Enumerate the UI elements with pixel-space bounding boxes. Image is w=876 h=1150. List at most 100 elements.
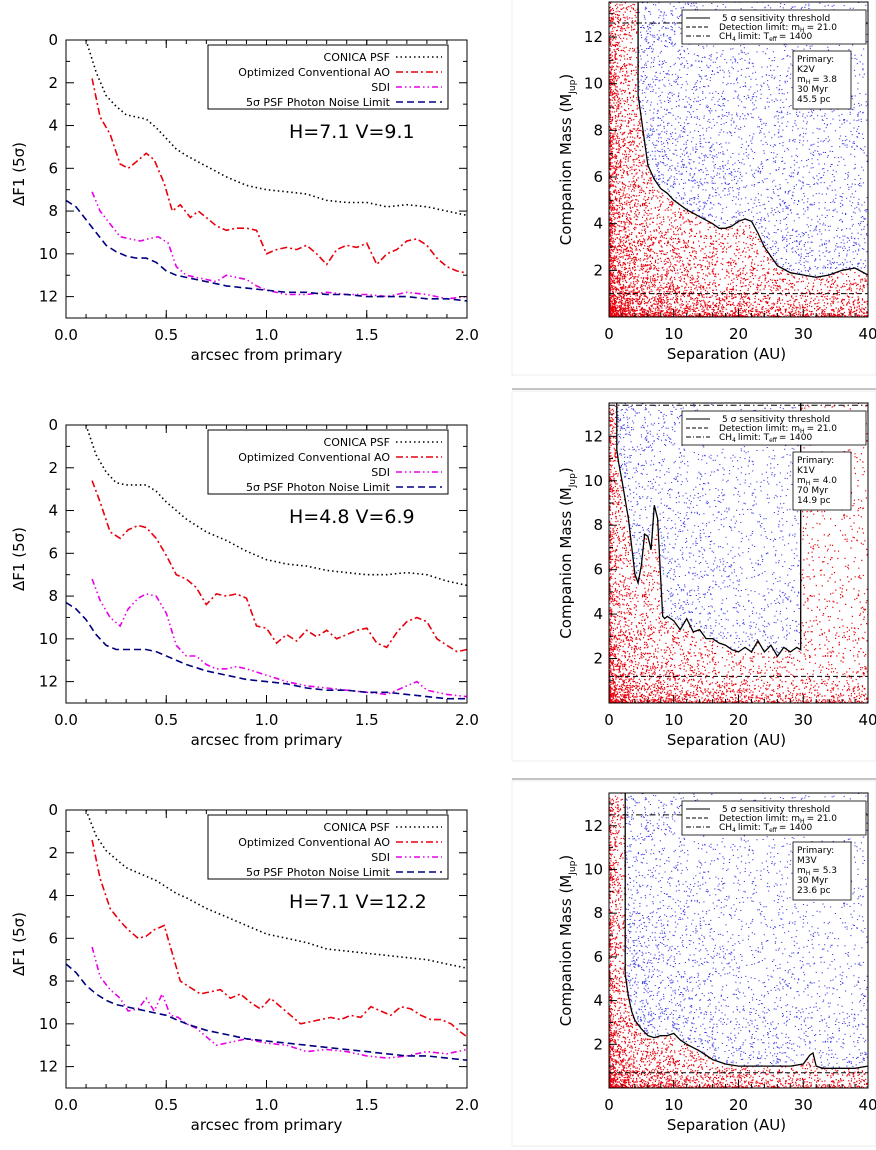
legend-label-part: limit: T bbox=[738, 823, 770, 833]
plot-frame bbox=[608, 792, 869, 1089]
legend-label: Optimized Conventional AO bbox=[238, 66, 390, 79]
legend-label: SDI bbox=[371, 466, 390, 479]
y-tick-label: 10 bbox=[39, 630, 58, 648]
x-tick-label: 10 bbox=[664, 325, 683, 343]
y-axis-title: ΔF1 (5σ) bbox=[10, 527, 28, 591]
y-tick-label: 6 bbox=[593, 948, 603, 966]
scatter-cloud bbox=[609, 403, 868, 703]
x-axis-title: arcsec from primary bbox=[191, 346, 343, 364]
x-tick-label: 1.5 bbox=[355, 326, 379, 344]
y-axis-title-sub: Jup bbox=[568, 860, 578, 875]
y-tick-label: 6 bbox=[48, 544, 58, 562]
legend-label-part: = 21.0 bbox=[807, 424, 838, 434]
primary-info-box bbox=[792, 451, 852, 511]
legend-label-part: Detection limit: m bbox=[719, 23, 800, 33]
primary-mag-m: m bbox=[797, 866, 806, 876]
legend-label: CH4 limit: Teff = 1400 bbox=[719, 32, 813, 43]
y-axis-title: Companion Mass (MJup) bbox=[557, 855, 578, 1026]
series-line-1 bbox=[85, 39, 468, 217]
x-axis-title: Separation (AU) bbox=[667, 1116, 786, 1134]
x-tick-label: 1.5 bbox=[355, 1096, 379, 1114]
legend-label-part: limit: T bbox=[738, 32, 770, 42]
x-tick-label: 1.0 bbox=[255, 711, 279, 729]
y-axis-title: ΔF1 (5σ) bbox=[10, 142, 28, 206]
x-tick-label: 30 bbox=[794, 325, 813, 343]
mass-panel-3: 0 10 20 30 40 2 4 6 8 10 12 Separation (AU) Companio… bbox=[511, 778, 876, 1147]
y-axis-title: Companion Mass (MJup) bbox=[557, 467, 578, 638]
y-tick-label: 10 bbox=[584, 860, 603, 878]
x-tick-label: 40 bbox=[858, 1096, 876, 1114]
y-tick-label: 4 bbox=[48, 117, 58, 135]
primary-mag-m: m bbox=[797, 476, 806, 486]
primary-magnitude: mH = 3.8 bbox=[797, 75, 837, 86]
legend-label: SDI bbox=[371, 81, 390, 94]
primary-distance: 14.9 pc bbox=[797, 496, 831, 506]
y-tick-label: 10 bbox=[584, 472, 603, 490]
legend-label: CONICA PSF bbox=[324, 51, 390, 64]
x-tick-label: 0 bbox=[604, 711, 614, 729]
primary-mag-sub: H bbox=[806, 870, 811, 877]
y-tick-label: 6 bbox=[48, 929, 58, 947]
x-axis-title: Separation (AU) bbox=[667, 731, 786, 749]
y-axis-title-end: ) bbox=[557, 467, 575, 473]
primary-spectral-type: M3V bbox=[797, 856, 817, 866]
x-tick-label: 10 bbox=[664, 711, 683, 729]
y-tick-label: 8 bbox=[593, 904, 603, 922]
legend-box bbox=[207, 44, 449, 110]
y-tick-label: 0 bbox=[48, 31, 58, 49]
primary-distance: 23.6 pc bbox=[797, 886, 831, 896]
primary-mag-sub: H bbox=[806, 480, 811, 487]
x-tick-label: 0.5 bbox=[154, 326, 178, 344]
y-tick-label: 12 bbox=[39, 288, 58, 306]
y-tick-label: 4 bbox=[48, 887, 58, 905]
y-tick-label: 8 bbox=[48, 202, 58, 220]
legend-label-part: limit: T bbox=[738, 433, 770, 443]
legend-label: CH4 limit: Teff = 1400 bbox=[719, 823, 813, 834]
y-tick-label: 12 bbox=[584, 28, 603, 46]
series-line-3 bbox=[91, 578, 468, 698]
primary-age: 30 Myr bbox=[797, 85, 828, 95]
undetected-points bbox=[609, 2, 868, 317]
detected-points bbox=[638, 2, 868, 276]
legend-sub: 4 bbox=[732, 437, 736, 444]
undetected-points bbox=[609, 403, 868, 703]
legend-label: 5 σ sensitivity threshold bbox=[722, 415, 830, 425]
y-tick-label: 12 bbox=[584, 817, 603, 835]
x-tick-label: 10 bbox=[664, 1096, 683, 1114]
y-tick-label: 2 bbox=[48, 459, 58, 477]
scatter-cloud bbox=[609, 793, 868, 1088]
y-tick-label: 4 bbox=[593, 215, 603, 233]
series-line-4 bbox=[65, 601, 467, 700]
legend-label-part: = 1400 bbox=[779, 32, 813, 42]
y-axis-title-main: Companion Mass (M bbox=[557, 487, 575, 638]
legend-sub: 4 bbox=[732, 827, 736, 834]
series-line-1 bbox=[85, 424, 468, 587]
x-tick-label: 1.5 bbox=[355, 711, 379, 729]
primary-spectral-type: K2V bbox=[797, 65, 816, 75]
sensitivity-threshold-curve bbox=[624, 793, 868, 1069]
sensitivity-threshold-curve bbox=[637, 2, 868, 278]
primary-title: Primary: bbox=[797, 456, 834, 466]
y-axis-title: Companion Mass (MJup) bbox=[557, 74, 578, 245]
legend-label: SDI bbox=[371, 851, 390, 864]
primary-mag-value: = 3.8 bbox=[812, 75, 837, 85]
panel-border bbox=[511, 780, 876, 1147]
plot-frame bbox=[608, 1, 869, 318]
x-tick-label: 0.5 bbox=[154, 1096, 178, 1114]
legend-label-part: CH bbox=[719, 433, 732, 443]
primary-mag-m: m bbox=[797, 75, 806, 85]
contrast-panel-2: 0.0 0.5 1.0 1.5 2.0 0 2 4 6 8 10 12 arcsec from prim… bbox=[10, 416, 479, 749]
y-tick-label: 6 bbox=[48, 159, 58, 177]
primary-age: 70 Myr bbox=[797, 486, 828, 496]
y-axis-title-end: ) bbox=[557, 855, 575, 861]
legend-sub: eff bbox=[769, 36, 778, 43]
legend-label-part: = 21.0 bbox=[807, 814, 838, 824]
y-axis-title-sub: Jup bbox=[568, 79, 578, 94]
plot-frame bbox=[608, 402, 869, 704]
legend-label: Detection limit: mH = 21.0 bbox=[719, 814, 837, 825]
y-tick-label: 4 bbox=[48, 502, 58, 520]
legend-box bbox=[681, 410, 867, 446]
x-tick-label: 40 bbox=[858, 711, 876, 729]
x-axis-title: arcsec from primary bbox=[191, 1116, 343, 1134]
